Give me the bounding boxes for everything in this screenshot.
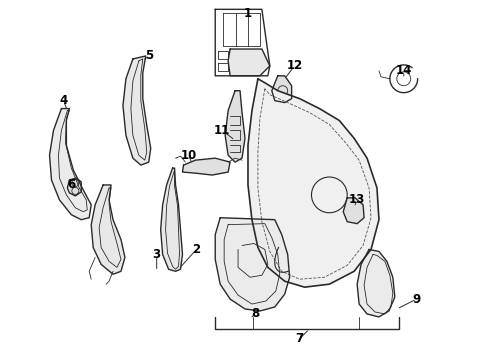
Text: 13: 13	[349, 193, 365, 206]
Text: 3: 3	[152, 248, 161, 261]
Text: 11: 11	[214, 124, 230, 137]
Polygon shape	[272, 76, 292, 103]
Text: 14: 14	[395, 64, 412, 77]
Polygon shape	[343, 198, 364, 224]
Polygon shape	[123, 56, 151, 165]
Text: 5: 5	[145, 49, 153, 63]
Text: 7: 7	[295, 332, 304, 345]
Polygon shape	[248, 79, 379, 287]
Text: 8: 8	[251, 307, 259, 320]
Text: 2: 2	[192, 243, 200, 256]
Polygon shape	[91, 185, 125, 274]
Polygon shape	[228, 49, 270, 76]
Text: 12: 12	[287, 59, 303, 72]
Polygon shape	[215, 218, 290, 311]
Text: 9: 9	[413, 293, 421, 306]
Polygon shape	[161, 168, 182, 271]
Text: 10: 10	[180, 149, 196, 162]
Polygon shape	[49, 109, 91, 220]
Text: 1: 1	[244, 7, 252, 20]
Text: 6: 6	[67, 179, 75, 192]
Polygon shape	[225, 91, 245, 162]
Polygon shape	[182, 158, 230, 175]
Polygon shape	[68, 178, 81, 196]
Polygon shape	[357, 249, 395, 317]
Text: 4: 4	[59, 94, 68, 107]
